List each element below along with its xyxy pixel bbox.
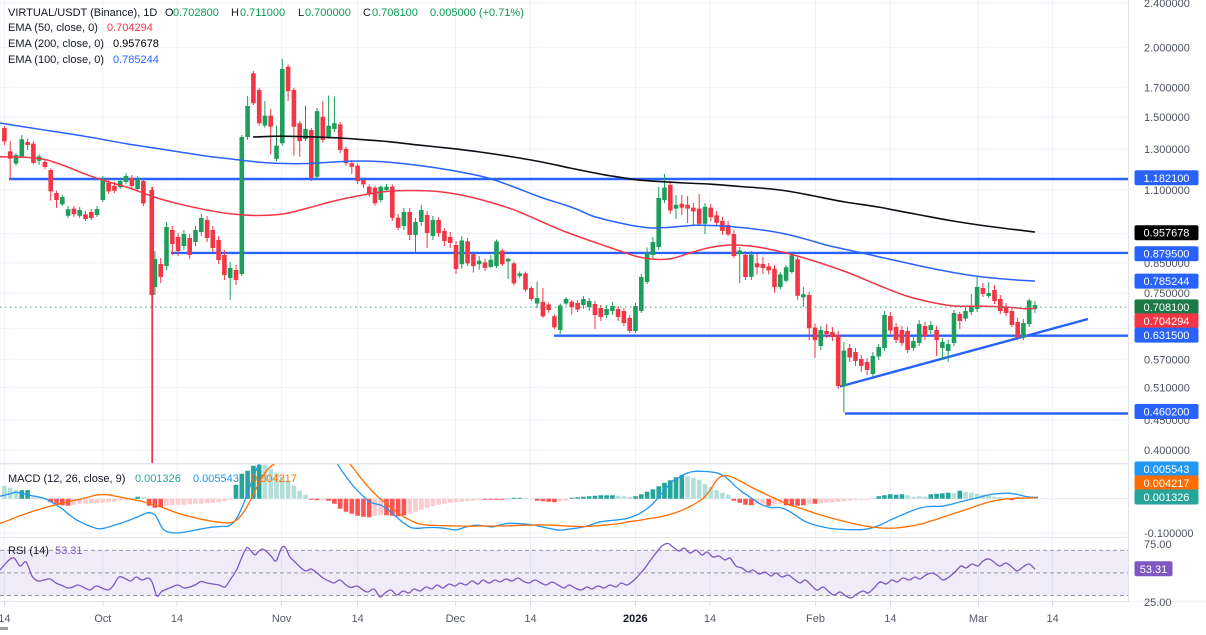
svg-text:RSI (14): RSI (14) <box>8 545 49 557</box>
svg-text:0.957678: 0.957678 <box>113 38 159 50</box>
svg-text:EMA (100, close, 0): EMA (100, close, 0) <box>8 54 104 66</box>
svg-text:0.005543: 0.005543 <box>1144 464 1190 476</box>
svg-text:0.785244: 0.785244 <box>1144 276 1190 288</box>
svg-text:0.711000: 0.711000 <box>240 7 285 19</box>
svg-text:0.879500: 0.879500 <box>1144 249 1190 261</box>
svg-text:Dec: Dec <box>446 613 466 625</box>
svg-text:14: 14 <box>884 613 896 625</box>
svg-text:2.000000: 2.000000 <box>1144 43 1190 55</box>
svg-text:MACD (12, 26, close, 9): MACD (12, 26, close, 9) <box>8 473 125 485</box>
svg-text:-0.100000: -0.100000 <box>1144 528 1194 540</box>
svg-text:14: 14 <box>524 613 536 625</box>
svg-text:O: O <box>165 7 174 19</box>
svg-text:0.460200: 0.460200 <box>1144 407 1190 419</box>
svg-text:53.31: 53.31 <box>1140 564 1168 576</box>
svg-text:1.300000: 1.300000 <box>1144 144 1190 156</box>
svg-text:0.702800: 0.702800 <box>173 7 219 19</box>
svg-text:14: 14 <box>704 613 716 625</box>
svg-text:53.31: 53.31 <box>55 545 83 557</box>
svg-text:C: C <box>363 7 371 19</box>
svg-text:EMA (50, close, 0): EMA (50, close, 0) <box>8 22 98 34</box>
svg-text:0.700000: 0.700000 <box>305 7 351 19</box>
svg-text:0.005543: 0.005543 <box>193 473 239 485</box>
svg-text:Feb: Feb <box>806 613 825 625</box>
svg-text:0.400000: 0.400000 <box>1144 445 1190 457</box>
svg-text:1.500000: 1.500000 <box>1144 112 1190 124</box>
svg-text:EMA (200, close, 0): EMA (200, close, 0) <box>8 38 104 50</box>
svg-text:0.708100: 0.708100 <box>1144 302 1190 314</box>
svg-text:1.700000: 1.700000 <box>1144 83 1190 95</box>
svg-text:VIRTUAL/USDT (Binance), 1D: VIRTUAL/USDT (Binance), 1D <box>8 7 157 19</box>
svg-text:2.400000: 2.400000 <box>1144 0 1190 10</box>
svg-text:Oct: Oct <box>94 613 111 625</box>
svg-text:Nov: Nov <box>272 613 292 625</box>
svg-text:0.704294: 0.704294 <box>1144 316 1190 328</box>
svg-text:75.00: 75.00 <box>1144 539 1172 551</box>
svg-text:25.00: 25.00 <box>1144 597 1172 609</box>
svg-text:H: H <box>231 7 239 19</box>
svg-text:0.708100: 0.708100 <box>372 7 418 19</box>
svg-text:14: 14 <box>171 613 183 625</box>
svg-text:0.750000: 0.750000 <box>1144 288 1190 300</box>
svg-text:0.957678: 0.957678 <box>1144 228 1190 240</box>
svg-text:0.570000: 0.570000 <box>1144 355 1190 367</box>
svg-text:14: 14 <box>1046 613 1058 625</box>
svg-text:0.001326: 0.001326 <box>1144 492 1190 504</box>
svg-text:1.182100: 1.182100 <box>1144 173 1190 185</box>
svg-text:2026: 2026 <box>623 613 647 625</box>
svg-text:0.785244: 0.785244 <box>113 54 159 66</box>
svg-text:0.510000: 0.510000 <box>1144 383 1190 395</box>
svg-text:14: 14 <box>351 613 363 625</box>
svg-text:0.004217: 0.004217 <box>1144 478 1190 490</box>
svg-text:0.004217: 0.004217 <box>251 473 297 485</box>
svg-text:L: L <box>298 7 304 19</box>
svg-text:Mar: Mar <box>969 613 988 625</box>
svg-text:0.005000 (+0.71%): 0.005000 (+0.71%) <box>430 7 524 19</box>
svg-text:1.100000: 1.100000 <box>1144 185 1190 197</box>
svg-text:0.001326: 0.001326 <box>135 473 181 485</box>
svg-text:0.631500: 0.631500 <box>1144 330 1190 342</box>
svg-text:0.704294: 0.704294 <box>107 22 153 34</box>
svg-text:14: 14 <box>0 613 11 625</box>
